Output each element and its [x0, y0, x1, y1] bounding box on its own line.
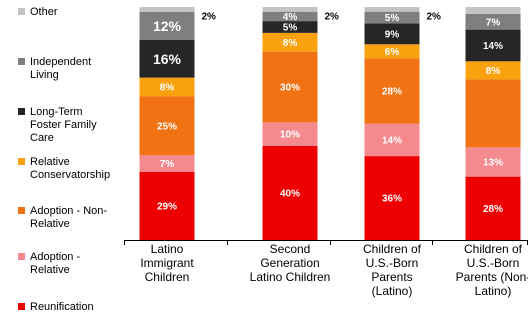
- data-label: 8%: [283, 38, 298, 49]
- data-label: 2%: [202, 11, 217, 22]
- data-label: 28%: [483, 204, 503, 215]
- data-label: 40%: [280, 189, 300, 200]
- legend-label: Adoption - Non-Relative: [30, 205, 107, 230]
- data-label: 14%: [382, 135, 402, 146]
- bar-segment: [365, 7, 420, 12]
- legend-swatch: [18, 108, 25, 115]
- data-label: 13%: [483, 158, 503, 169]
- data-label: 36%: [382, 194, 402, 205]
- data-label: 25%: [157, 121, 177, 132]
- legend-swatch: [18, 58, 25, 65]
- data-label: 4%: [283, 12, 298, 23]
- data-label: 16%: [153, 51, 182, 67]
- legend-swatch: [18, 253, 25, 260]
- data-label: 10%: [280, 130, 300, 141]
- data-label: 30%: [280, 83, 300, 94]
- data-label: 9%: [385, 29, 400, 40]
- data-label: 14%: [483, 41, 503, 52]
- bar-segment: [263, 7, 318, 12]
- bar-segment: [140, 7, 195, 12]
- data-label: 5%: [283, 23, 298, 34]
- legend-swatch: [18, 8, 25, 15]
- legend-swatch: [18, 303, 25, 310]
- data-label: 8%: [486, 66, 501, 77]
- data-label: 12%: [153, 18, 182, 34]
- data-label: 2%: [325, 11, 340, 22]
- data-label: 5%: [385, 13, 400, 24]
- data-label: 28%: [382, 86, 402, 97]
- legend-label: Other: [30, 6, 58, 18]
- bar-segment: [466, 79, 521, 147]
- data-label: 29%: [157, 201, 177, 212]
- bars: 29%7%25%8%16%12%2%40%10%30%8%5%4%2%36%14…: [140, 7, 528, 240]
- legend-label: Adoption -Relative: [30, 251, 80, 276]
- legend-swatch: [18, 158, 25, 165]
- bar-segment: [466, 7, 521, 14]
- data-label: 6%: [385, 47, 400, 58]
- data-label: 7%: [160, 159, 175, 170]
- data-label: 2%: [427, 11, 442, 22]
- data-label: 8%: [160, 83, 175, 94]
- legend-label: Reunification: [30, 301, 94, 313]
- data-label: 7%: [486, 17, 501, 28]
- legend-swatch: [18, 207, 25, 214]
